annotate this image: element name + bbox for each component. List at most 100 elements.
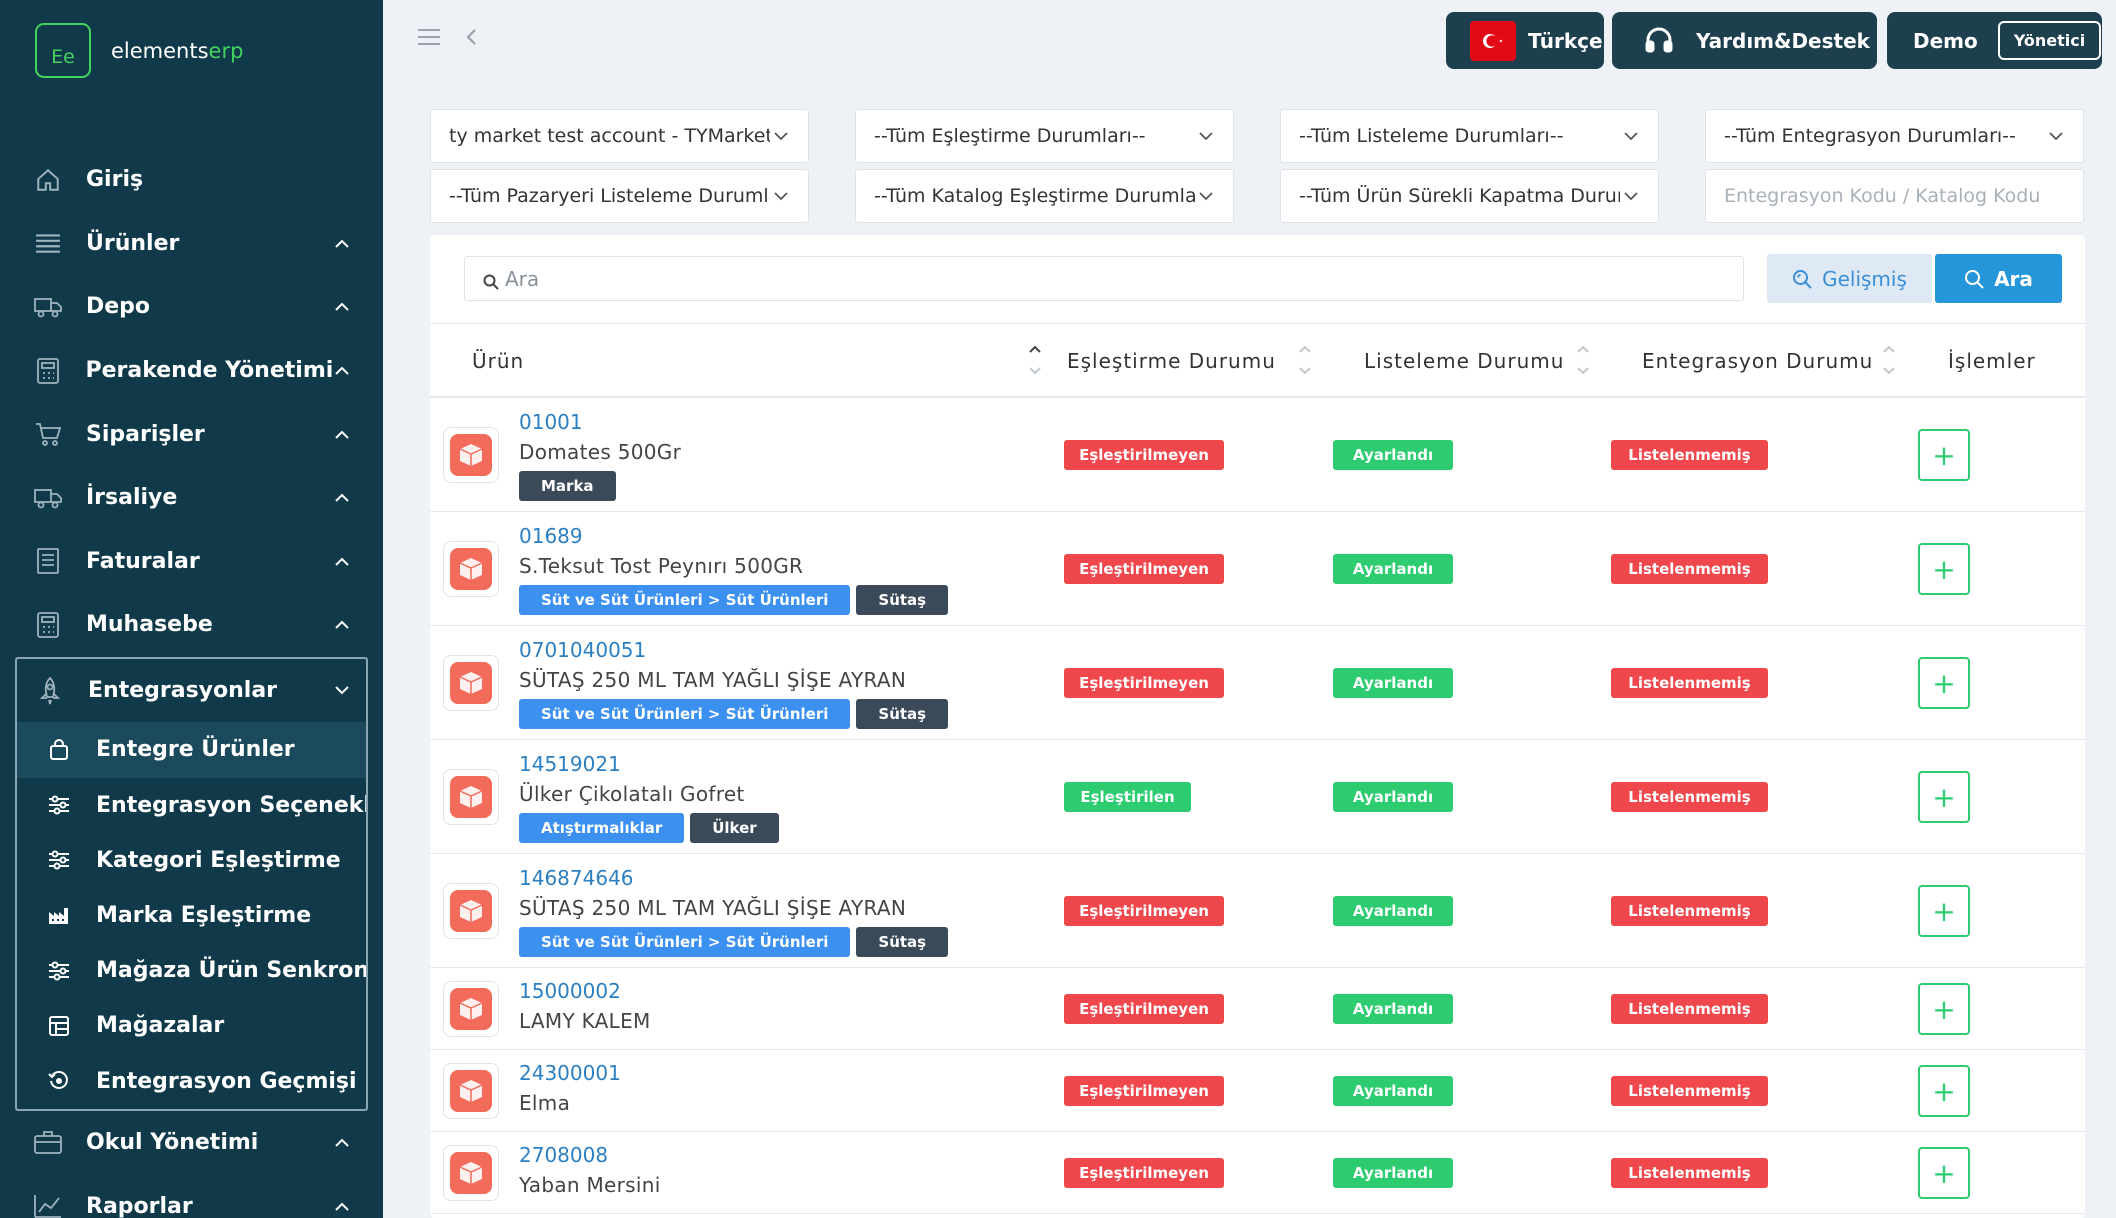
product-code[interactable]: 15000002 [519,979,621,1003]
sidebar-item-label: Siparişler [86,421,205,447]
chevron-left-icon[interactable] [465,28,477,50]
turkey-flag-icon [1470,20,1516,61]
sidebar-subitem-label: Entegrasyon Seçenekleri [96,792,366,818]
user-menu[interactable]: Demo Yönetici [1887,12,2102,69]
integration-status-badge: Listelenmemiş [1611,994,1768,1024]
product-image[interactable] [443,981,499,1037]
category-tag: Süt ve Süt Ürünleri > Süt Ürünleri [519,927,851,957]
factory-icon [47,904,71,928]
add-button[interactable]: + [1918,983,1970,1035]
add-button[interactable]: + [1918,543,1970,595]
product-code[interactable]: 2708008 [519,1143,609,1167]
sort-icon[interactable] [1882,340,1896,380]
integration-status-badge: Listelenmemiş [1611,896,1768,926]
home-icon [32,164,64,196]
sidebar-subitem-magaza-urun-senkronizasyonu[interactable]: Mağaza Ürün Senkronizasyonu [17,943,366,998]
match-status-select[interactable]: --Tüm Eşleştirme Durumları-- [855,109,1234,163]
product-code[interactable]: 24300001 [519,1061,621,1085]
product-image[interactable] [443,1063,499,1119]
product-name: Ülker Çikolatalı Gofret [519,782,745,806]
brand-tag: Sütaş [856,699,949,729]
listing-status-select[interactable]: --Tüm Listeleme Durumları-- [1280,109,1659,163]
sidebar-item-giris[interactable]: Giriş [0,148,383,212]
listing-status-badge: Ayarlandı [1333,668,1453,698]
search-input[interactable]: Ara [464,256,1744,301]
permanent-close-select-value: --Tüm Ürün Sürekli Kapatma Durumları-- [1299,185,1620,207]
product-image[interactable] [443,541,499,597]
product-image[interactable] [443,655,499,711]
product-image[interactable] [443,427,499,483]
add-button[interactable]: + [1918,1147,1970,1199]
zoom-icon [1793,269,1812,289]
product-image[interactable] [443,1145,499,1201]
product-tags: Atıştırmalıklar Ülker [519,813,779,843]
permanent-close-select[interactable]: --Tüm Ürün Sürekli Kapatma Durumları-- [1280,169,1659,223]
menu-icon[interactable] [417,28,441,50]
sidebar-item-faturalar[interactable]: Faturalar [0,530,383,594]
brand-tag: Sütaş [856,927,949,957]
integration-status-badge: Listelenmemiş [1611,440,1768,470]
product-code[interactable]: 01001 [519,410,583,434]
product-code[interactable]: 14519021 [519,752,621,776]
add-button[interactable]: + [1918,429,1970,481]
product-tags: Süt ve Süt Ürünleri > Süt Ürünleri Sütaş [519,927,949,957]
sidebar-subitem-entegre-urunler[interactable]: Entegre Ürünler [17,722,366,778]
header-integration-status: Entegrasyon Durumu [1642,348,1874,373]
listing-status-badge: Ayarlandı [1333,782,1453,812]
package-icon [459,998,483,1020]
brand-tag: Sütaş [856,585,949,615]
match-status-badge: Eşleştirilmeyen [1064,994,1224,1024]
sidebar-item-muhasebe[interactable]: Muhasebe [0,593,383,657]
add-button[interactable]: + [1918,885,1970,937]
product-code[interactable]: 146874646 [519,866,634,890]
product-code[interactable]: 01689 [519,524,583,548]
product-image[interactable] [443,769,499,825]
account-select[interactable]: ty market test account - TYMarket [430,109,809,163]
sidebar-item-label: Muhasebe [86,612,213,638]
sidebar-subitem-magazalar[interactable]: Mağazalar [17,998,366,1053]
logo[interactable]: Ee elementserp [35,23,243,78]
sidebar-item-urunler[interactable]: Ürünler [0,212,383,276]
language-button[interactable]: Türkçe [1446,12,1604,69]
listing-status-badge: Ayarlandı [1333,1158,1453,1188]
sidebar-subitem-label: Kategori Eşleştirme [96,847,341,873]
sidebar-subitem-kategori-eslestirme[interactable]: Kategori Eşleştirme [17,833,366,888]
sliders-icon [47,959,71,983]
search-icon [483,271,499,295]
listing-status-badge: Ayarlandı [1333,994,1453,1024]
sidebar-item-depo[interactable]: Depo [0,275,383,339]
sort-icon[interactable] [1576,340,1590,380]
sidebar-item-irsaliye[interactable]: İrsaliye [0,466,383,530]
sidebar-item-entegrasyonlar[interactable]: Entegrasyonlar [17,659,366,723]
product-code[interactable]: 0701040051 [519,638,647,662]
chevron-up-icon [333,234,351,252]
add-button[interactable]: + [1918,657,1970,709]
headset-icon [1644,26,1674,56]
advanced-search-button[interactable]: Gelişmiş [1767,254,1932,303]
sidebar-subitem-entegrasyon-gecmisi[interactable]: Entegrasyon Geçmişi [17,1053,366,1108]
marketplace-listing-select[interactable]: --Tüm Pazaryeri Listeleme Durumları-- [430,169,809,223]
document-icon [32,545,64,577]
sort-icon[interactable] [1028,340,1042,380]
sidebar-subitem-entegrasyon-secenekleri[interactable]: Entegrasyon Seçenekleri [17,778,366,833]
add-button[interactable]: + [1918,1065,1970,1117]
list-icon [32,227,64,259]
help-button[interactable]: Yardım&Destek [1612,12,1877,69]
search-button[interactable]: Ara [1935,254,2062,303]
integration-status-select[interactable]: --Tüm Entegrasyon Durumları-- [1705,109,2084,163]
table-row: 14519021 Ülker Çikolatalı Gofret Atıştır… [430,740,2085,854]
product-name: SÜTAŞ 250 ML TAM YAĞLI ŞİŞE AYRAN [519,896,907,920]
integration-code-input[interactable]: Entegrasyon Kodu / Katalog Kodu [1705,169,2084,223]
sidebar-item-okul-yonetimi[interactable]: Okul Yönetimi [0,1111,383,1175]
sort-icon[interactable] [1298,340,1312,380]
sidebar-item-raporlar[interactable]: Raporlar [0,1174,383,1218]
brand-tag: Ülker [690,813,779,843]
sidebar-item-perakende[interactable]: Perakende Yönetimi [0,339,383,403]
account-select-value: ty market test account - TYMarket [449,125,770,147]
add-button[interactable]: + [1918,771,1970,823]
sidebar-item-siparisler[interactable]: Siparişler [0,402,383,466]
sidebar-subitem-marka-eslestirme[interactable]: Marka Eşleştirme [17,888,366,943]
sidebar-item-label: İrsaliye [86,485,178,511]
product-image[interactable] [443,883,499,939]
catalog-match-select[interactable]: --Tüm Katalog Eşleştirme Durumları-- [855,169,1234,223]
